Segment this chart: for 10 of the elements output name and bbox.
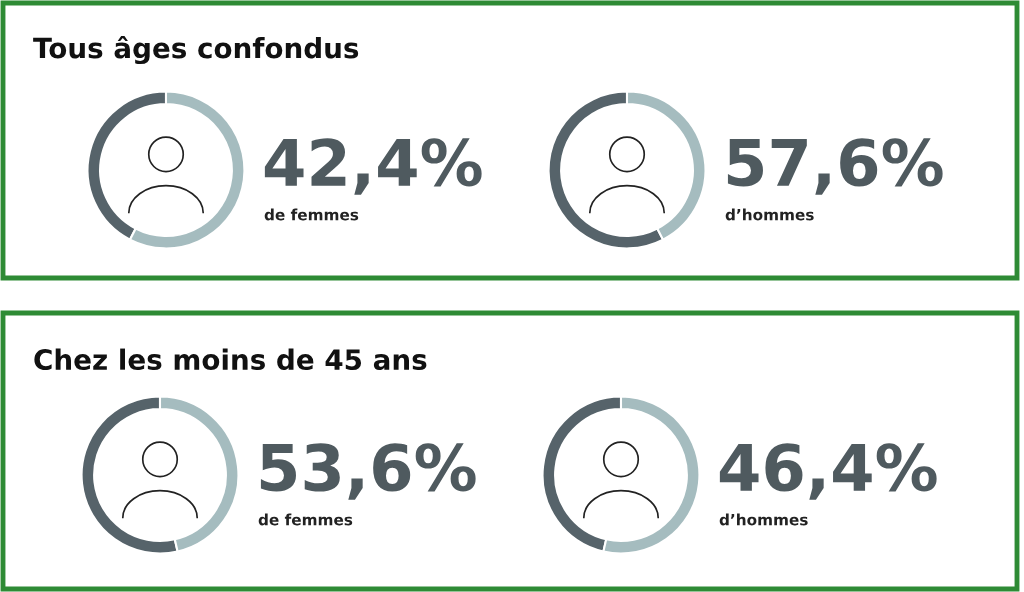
- text: de femmes: [264, 208, 359, 221]
- text: 53,6%: [260, 443, 476, 500]
- text: 46,4%: [719, 443, 937, 500]
- text: de femmes: [258, 513, 353, 526]
- chart-title: Tous âges confondus: [33, 35, 359, 65]
- text: 42,4%: [264, 138, 482, 195]
- text: d’hommes: [719, 513, 808, 526]
- chart-title: Chez les moins de 45 ans: [34, 348, 427, 371]
- text: 57,6%: [727, 138, 943, 195]
- text: d’hommes: [725, 208, 814, 221]
